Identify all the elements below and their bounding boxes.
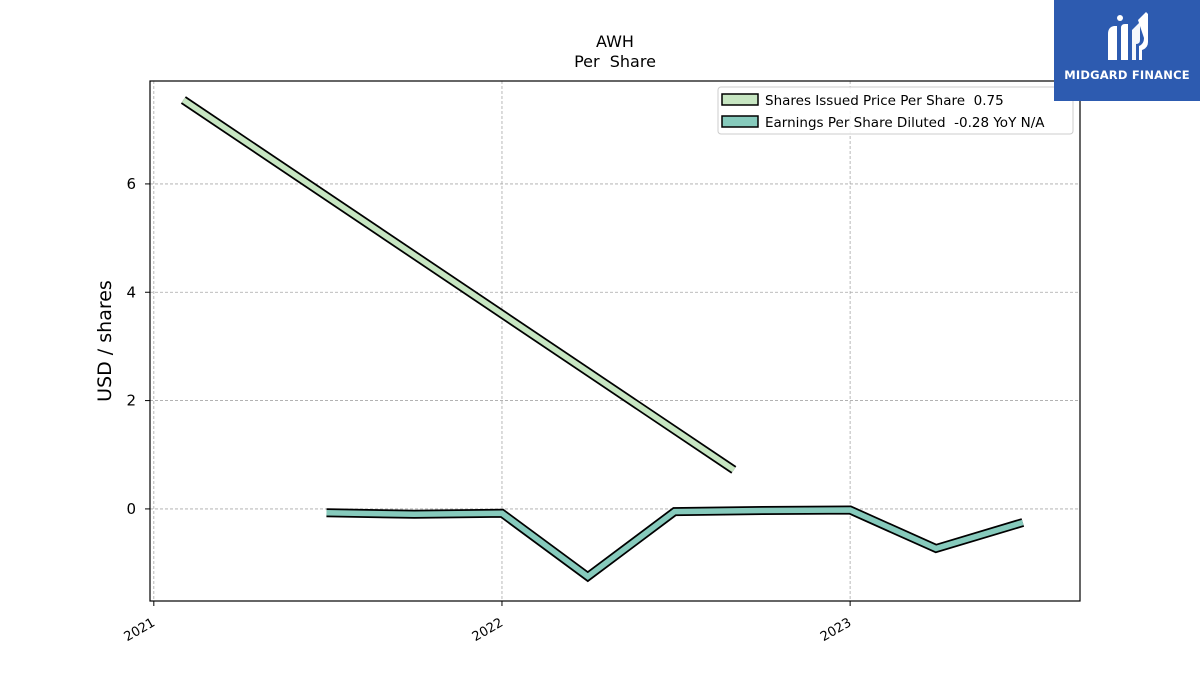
series-lines bbox=[180, 96, 1025, 583]
x-tick-label: 2023 bbox=[818, 615, 854, 645]
midgard-logo-mark-icon bbox=[1108, 12, 1148, 60]
legend: Shares Issued Price Per Share 0.75 Earni… bbox=[717, 86, 1074, 135]
x-axis: 2021 2022 2023 bbox=[122, 601, 854, 645]
y-axis-label: USD / shares bbox=[94, 280, 116, 402]
legend-box bbox=[717, 86, 1074, 135]
series-line-1 bbox=[326, 507, 1024, 581]
x-tick-label: 2021 bbox=[122, 615, 158, 645]
y-tick-label: 4 bbox=[126, 283, 136, 301]
legend-label-eps-diluted: Earnings Per Share Diluted -0.28 YoY N/A bbox=[765, 115, 1045, 131]
chart-title: AWH bbox=[596, 32, 634, 51]
y-axis: 0 2 4 6 bbox=[126, 175, 150, 518]
y-tick-label: 6 bbox=[126, 175, 136, 193]
legend-swatch-shares-issued-price bbox=[721, 93, 759, 106]
logo-text: MIDGARD FINANCE bbox=[1064, 68, 1190, 82]
chart-subtitle: Per Share bbox=[574, 52, 656, 71]
y-tick-label: 0 bbox=[126, 500, 136, 518]
y-tick-label: 2 bbox=[126, 392, 136, 410]
midgard-finance-logo: MIDGARD FINANCE bbox=[1054, 0, 1200, 101]
series-line-0 bbox=[181, 97, 736, 473]
legend-swatch-eps-diluted bbox=[721, 115, 759, 128]
plot-area-frame bbox=[149, 80, 1081, 602]
x-tick-label: 2022 bbox=[470, 615, 506, 645]
legend-label-shares-issued-price: Shares Issued Price Per Share 0.75 bbox=[765, 93, 1004, 109]
grid bbox=[150, 81, 1080, 601]
